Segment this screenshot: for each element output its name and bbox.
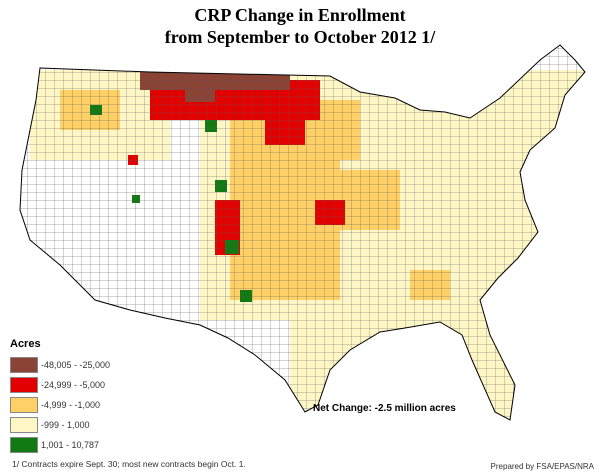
prepared-by: Prepared by FSA/EPAS/NRA [490,462,594,471]
legend-label: -999 - 1,000 [41,420,90,430]
legend-swatch [10,417,38,433]
legend-item: -48,005 - -25,000 [10,355,110,375]
legend-label: -4,999 - -1,000 [41,400,101,410]
legend-swatch [10,377,38,393]
legend-label: -24,999 - -5,000 [41,380,106,390]
legend-swatch [10,437,38,453]
footnote: 1/ Contracts expire Sept. 30; most new c… [12,459,246,469]
legend: Acres -48,005 - -25,000 -24,999 - -5,000… [10,338,110,455]
legend-swatch [10,357,38,373]
map-title-line2: from September to October 2012 1/ [164,27,436,47]
legend-item: -24,999 - -5,000 [10,375,110,395]
legend-swatch [10,397,38,413]
legend-item: 1,001 - 10,787 [10,435,110,455]
map-title-line1: CRP Change in Enrollment [194,5,406,25]
legend-label: 1,001 - 10,787 [41,440,100,450]
legend-item: -999 - 1,000 [10,415,110,435]
legend-item: -4,999 - -1,000 [10,395,110,415]
legend-title: Acres [10,338,41,350]
legend-label: -48,005 - -25,000 [41,360,111,370]
net-change-label: Net Change: -2.5 million acres [313,403,456,414]
